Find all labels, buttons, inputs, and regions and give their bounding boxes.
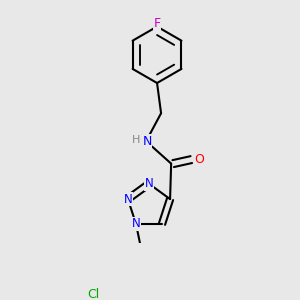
Text: Cl: Cl [87,288,100,300]
Text: O: O [194,153,204,166]
Text: F: F [154,17,160,30]
Text: H: H [132,135,140,146]
Text: N: N [142,135,152,148]
Text: N: N [124,193,132,206]
Text: N: N [132,218,140,230]
Text: N: N [145,177,153,190]
